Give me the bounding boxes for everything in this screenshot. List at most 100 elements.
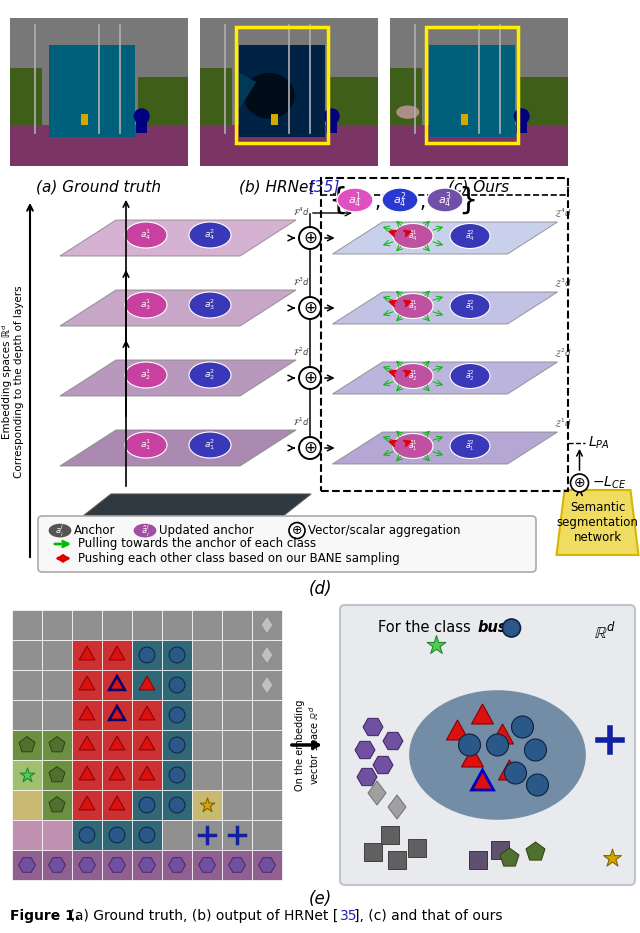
Point [607, 851, 617, 866]
FancyBboxPatch shape [429, 45, 515, 137]
Ellipse shape [450, 434, 490, 458]
FancyBboxPatch shape [490, 841, 509, 859]
Text: Pushing each other class based on our BANE sampling: Pushing each other class based on our BA… [78, 552, 400, 564]
Text: Vector/scalar aggregation: Vector/scalar aggregation [308, 524, 461, 537]
Text: (b) HRNet: (b) HRNet [239, 179, 319, 194]
FancyBboxPatch shape [252, 820, 282, 850]
Point [431, 637, 442, 652]
FancyBboxPatch shape [252, 760, 282, 790]
FancyBboxPatch shape [222, 790, 252, 820]
FancyBboxPatch shape [72, 700, 102, 730]
Circle shape [79, 827, 95, 842]
Polygon shape [49, 736, 65, 752]
FancyBboxPatch shape [381, 826, 399, 844]
FancyBboxPatch shape [162, 850, 192, 880]
FancyBboxPatch shape [252, 670, 282, 700]
Text: $L_{PA}$: $L_{PA}$ [588, 435, 609, 452]
FancyBboxPatch shape [72, 670, 102, 700]
FancyBboxPatch shape [42, 640, 72, 670]
Polygon shape [198, 857, 216, 872]
Ellipse shape [189, 362, 231, 388]
Polygon shape [109, 706, 125, 720]
FancyBboxPatch shape [239, 45, 324, 137]
FancyBboxPatch shape [328, 77, 378, 125]
Polygon shape [333, 362, 557, 394]
Text: $\tilde{a}_3^2$: $\tilde{a}_3^2$ [465, 299, 475, 313]
Polygon shape [355, 742, 375, 759]
Text: $\tilde{a}_4^2$: $\tilde{a}_4^2$ [465, 229, 475, 244]
FancyBboxPatch shape [252, 730, 282, 760]
Polygon shape [79, 766, 95, 780]
Text: $\mathcal{Z}^1d$: $\mathcal{Z}^1d$ [554, 417, 572, 430]
Circle shape [169, 707, 185, 723]
Text: $\mathcal{Z}^4d$: $\mathcal{Z}^4d$ [554, 207, 572, 220]
FancyBboxPatch shape [132, 790, 162, 820]
Text: $\tilde{a}_1^1$: $\tilde{a}_1^1$ [408, 439, 418, 453]
FancyBboxPatch shape [42, 670, 72, 700]
Text: }: } [458, 186, 477, 215]
FancyBboxPatch shape [162, 760, 192, 790]
Ellipse shape [48, 523, 72, 538]
FancyBboxPatch shape [10, 18, 188, 166]
Text: $-L_{CE}$: $-L_{CE}$ [591, 475, 626, 491]
FancyBboxPatch shape [364, 843, 382, 861]
Polygon shape [472, 770, 493, 790]
Ellipse shape [189, 222, 231, 248]
Text: Pulling towards the anchor of each class: Pulling towards the anchor of each class [78, 537, 316, 550]
Text: Figure 1.: Figure 1. [10, 909, 80, 923]
FancyBboxPatch shape [102, 610, 132, 640]
FancyBboxPatch shape [132, 760, 162, 790]
Circle shape [299, 297, 321, 319]
FancyBboxPatch shape [468, 851, 486, 869]
Text: Semantic
segmentation
network: Semantic segmentation network [557, 501, 639, 544]
Text: $\oplus$: $\oplus$ [303, 439, 317, 457]
FancyBboxPatch shape [162, 700, 192, 730]
Polygon shape [383, 732, 403, 749]
Polygon shape [139, 857, 156, 872]
Circle shape [486, 734, 509, 756]
Circle shape [169, 677, 185, 693]
Polygon shape [388, 795, 406, 819]
FancyBboxPatch shape [12, 790, 42, 820]
FancyBboxPatch shape [516, 112, 527, 132]
Polygon shape [79, 736, 95, 750]
Polygon shape [499, 760, 520, 780]
FancyBboxPatch shape [222, 640, 252, 670]
Text: 35: 35 [340, 909, 358, 923]
Circle shape [139, 827, 155, 842]
FancyBboxPatch shape [192, 730, 222, 760]
Polygon shape [139, 766, 155, 780]
Text: Updated anchor: Updated anchor [159, 524, 253, 537]
FancyBboxPatch shape [408, 839, 426, 857]
FancyBboxPatch shape [12, 760, 42, 790]
Circle shape [502, 619, 520, 637]
Polygon shape [19, 857, 35, 872]
FancyBboxPatch shape [192, 760, 222, 790]
FancyBboxPatch shape [102, 790, 132, 820]
FancyBboxPatch shape [340, 605, 635, 885]
FancyBboxPatch shape [518, 77, 568, 125]
FancyBboxPatch shape [12, 700, 42, 730]
Text: $\oplus$: $\oplus$ [303, 369, 317, 387]
Text: (a) Ground truth: (a) Ground truth [36, 179, 161, 194]
Text: $\tilde{a}_4^1$: $\tilde{a}_4^1$ [408, 229, 418, 244]
Text: (d): (d) [308, 580, 332, 598]
Polygon shape [60, 360, 296, 396]
Text: $\mathbb{R}^d$: $\mathbb{R}^d$ [594, 622, 616, 643]
FancyBboxPatch shape [252, 850, 282, 880]
FancyBboxPatch shape [136, 112, 147, 132]
Polygon shape [49, 767, 65, 782]
Circle shape [324, 108, 340, 124]
Polygon shape [49, 797, 65, 812]
Text: $\tilde{a}_2^1$: $\tilde{a}_2^1$ [408, 369, 418, 383]
Polygon shape [261, 676, 273, 694]
Polygon shape [45, 494, 311, 546]
FancyBboxPatch shape [132, 640, 162, 670]
Text: $a_4^2$: $a_4^2$ [393, 190, 407, 210]
FancyBboxPatch shape [222, 730, 252, 760]
FancyBboxPatch shape [252, 790, 282, 820]
Ellipse shape [189, 432, 231, 458]
Text: $a_2^1$: $a_2^1$ [140, 368, 152, 383]
Text: $a_4^3$: $a_4^3$ [438, 190, 452, 210]
Polygon shape [109, 796, 125, 810]
